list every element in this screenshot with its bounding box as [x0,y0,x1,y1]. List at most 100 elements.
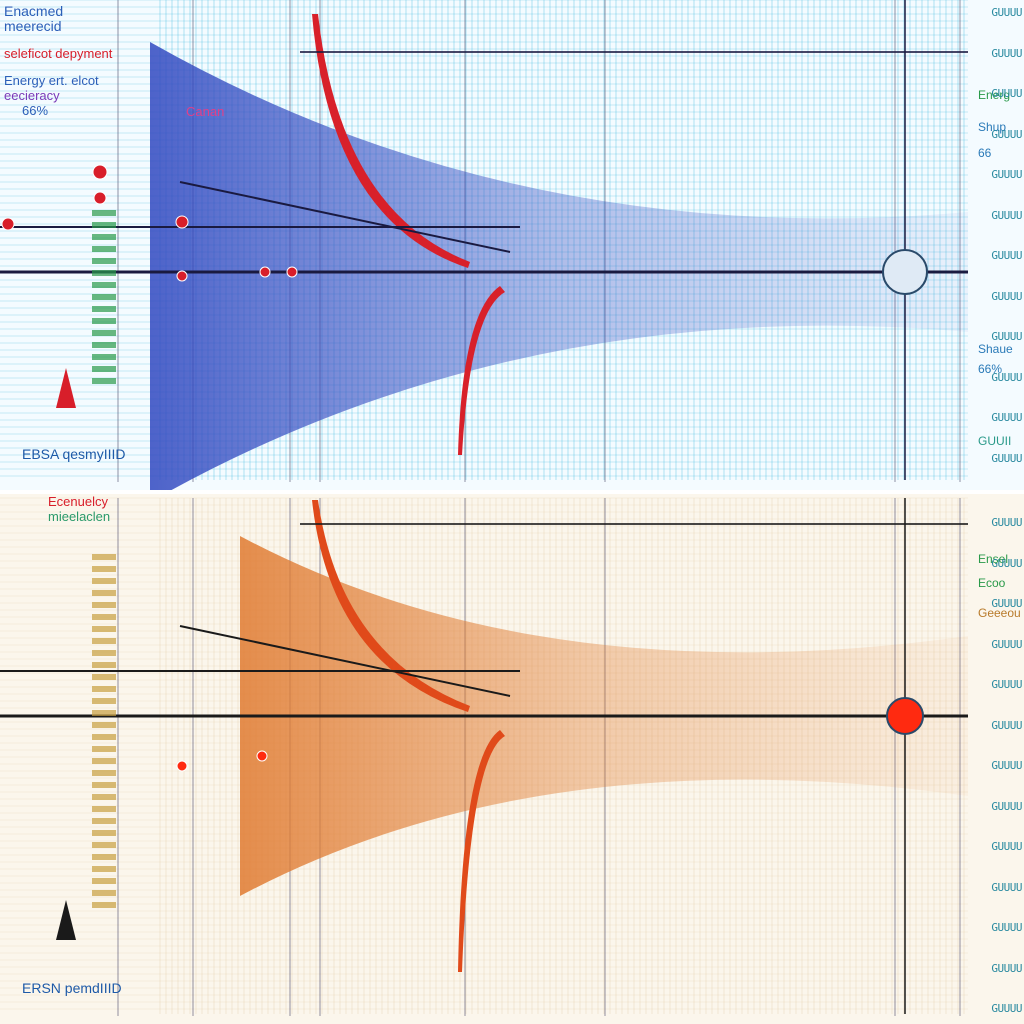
indicator-bar [92,806,116,812]
bottom-chart-panel: Ecenuelcy mieelaclen ERSN pemdIIID Ensel… [0,494,1024,1024]
flare-lower [458,730,505,972]
y-tick-label: GUUUU [991,880,1022,894]
indicator-bar [92,578,116,584]
indicator-bar [92,210,116,216]
indicator-bar [92,890,116,896]
indicator-bar [92,698,116,704]
indicator-bar [92,270,116,276]
indicator-bar [92,294,116,300]
indicator-bar [92,638,116,644]
indicator-bar [92,674,116,680]
y-tick-label: GUUUU [991,370,1022,384]
indicator-bar [92,758,116,764]
indicator-bar [92,354,116,360]
data-point [93,191,107,205]
indicator-bar [92,614,116,620]
indicator-bar [92,650,116,656]
flare-lower [458,286,505,455]
indicator-bar [92,734,116,740]
y-tick-label: GUUUU [991,330,1022,343]
right-series-label: Shup [978,120,1007,134]
indicator-bar [92,746,116,752]
y-tick-label: GUUUU [991,516,1022,529]
data-point [176,760,188,772]
y-tick-label: GUUUU [991,718,1022,732]
indicator-bar [92,330,116,336]
indicator-bar [92,366,116,372]
indicator-bar [92,566,116,572]
indicator-bar [92,854,116,860]
data-point [1,217,15,231]
indicator-bar [92,686,116,692]
top-legend: Enacmed meerecid seleficot depyment Ener… [4,3,154,119]
right-series-label: Energ [978,88,1011,102]
indicator-bar [92,282,116,288]
data-point [176,270,188,282]
y-tick-label: GUUUU [991,840,1022,853]
indicator-bar [92,258,116,264]
y-tick-label: GUUUU [991,597,1022,610]
data-point [259,266,271,278]
indicator-bar [92,770,116,776]
target-marker [882,249,928,295]
flare-upper [312,14,470,268]
top-legend-line-2: meerecid [4,18,62,34]
flare-upper [312,500,470,712]
indicator-bar [92,662,116,668]
top-legend-line-1: Enacmed [4,3,64,19]
indicator-bar [92,794,116,800]
y-tick-label: GUUUU [991,289,1022,303]
data-point [256,750,268,762]
y-tick-label: GUUUU [991,556,1022,570]
top-legend-line-6: 66% [22,103,49,118]
top-legend-line-4: Energy ert. elcot [4,73,99,88]
indicator-bar [92,590,116,596]
indicator-bar [92,306,116,312]
y-tick-label: GUUUU [991,127,1022,141]
indicator-bar [92,602,116,608]
indicator-bar [92,378,116,384]
y-tick-label: GUUUU [991,799,1022,813]
indicator-bar [92,782,116,788]
y-tick-label: GUUUU [991,1002,1022,1015]
right-series-label: Ensel [978,552,1009,566]
indicator-bar [92,878,116,884]
bottom-chart-plot [0,494,1024,1024]
right-series-label: Geeeou [978,606,1021,620]
y-tick-label: GUUUU [991,208,1022,222]
y-tick-label: GUUUU [991,637,1022,651]
y-tick-label: GUUUU [991,678,1022,691]
diagonal-series-line [179,181,511,253]
diagonal-series-line [179,625,511,697]
top-annotation: Canan [186,104,225,119]
y-tick-label: GUUUU [991,6,1022,19]
right-series-label: Ecoo [978,576,1006,590]
right-series-label: 66% [978,362,1003,376]
indicator-bar [92,818,116,824]
bottom-legend-line-2: mieelaclen [48,509,111,524]
y-tick-label: GUUUU [991,87,1022,100]
y-tick-label: GUUUU [991,249,1022,262]
indicator-bar [92,866,116,872]
indicator-bar [92,722,116,728]
indicator-bar [92,246,116,252]
indicator-bar [92,626,116,632]
top-legend-line-3: seleficot depyment [4,46,113,61]
indicator-bar [92,318,116,324]
y-tick-label: GUUUU [991,411,1022,424]
indicator-bar [92,222,116,228]
right-series-label: 66 [978,146,992,160]
y-tick-label: GUUUU [991,759,1022,772]
right-series-label: GUUII [978,434,1012,448]
indicator-bar [92,342,116,348]
top-chart-plot [0,0,1024,490]
indicator-bar [92,842,116,848]
bottom-legend: Ecenuelcy mieelaclen [4,494,154,524]
top-footer-label: EBSA qesmyIIID [22,446,126,462]
data-point [286,266,298,278]
target-marker [886,697,924,735]
y-tick-label: GUUUU [991,961,1022,975]
indicator-bar [92,902,116,908]
y-tick-label: GUUUU [991,46,1022,60]
indicator-triangle [56,900,76,940]
